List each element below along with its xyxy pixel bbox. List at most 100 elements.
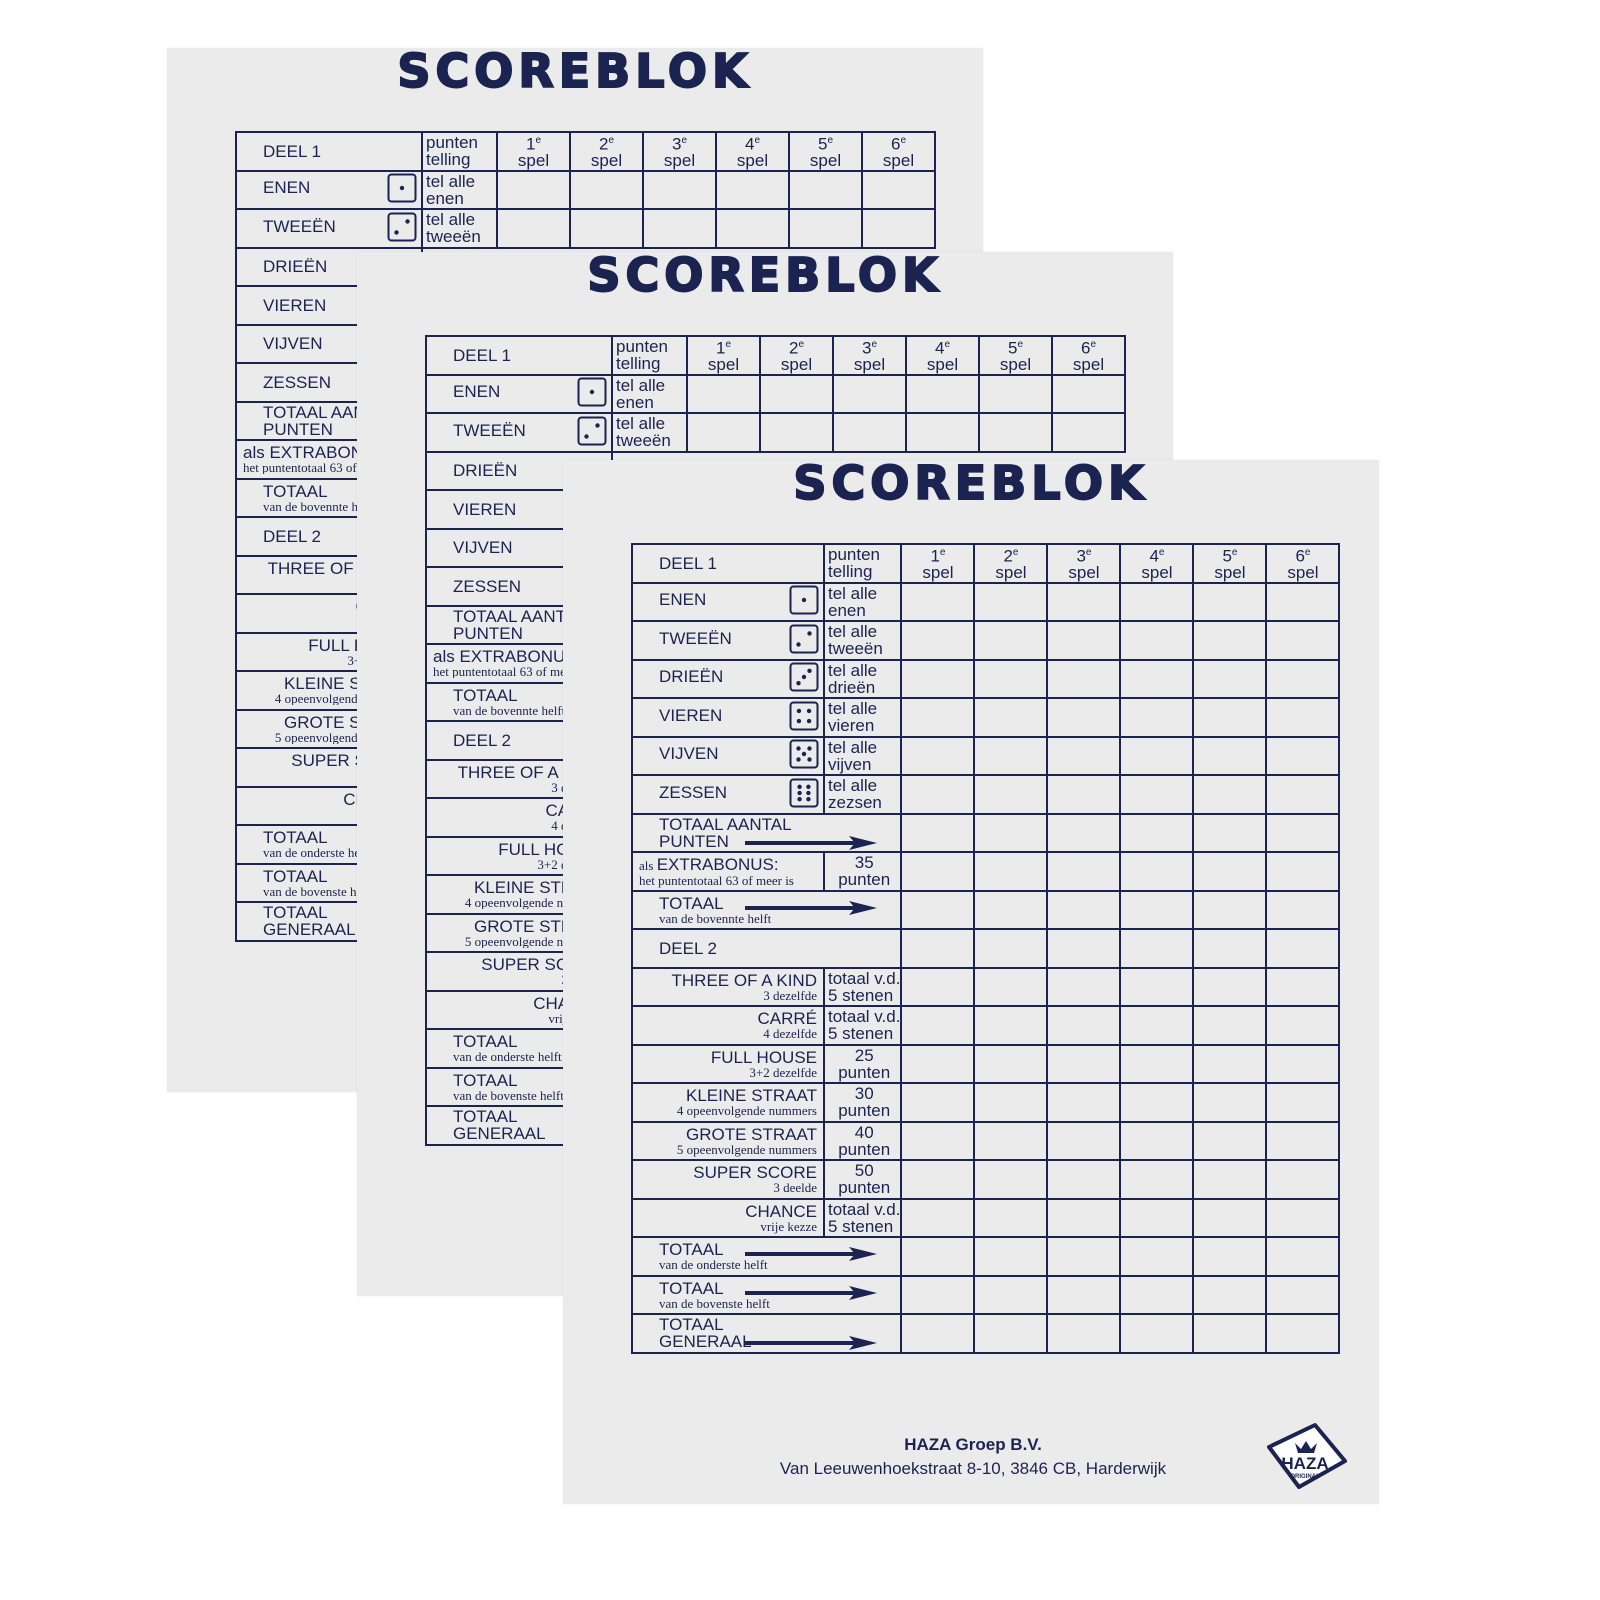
score-cell[interactable] — [973, 1274, 1049, 1315]
score-cell[interactable] — [973, 1082, 1049, 1123]
score-cell[interactable] — [1119, 1313, 1195, 1354]
score-cell[interactable] — [1192, 1197, 1268, 1238]
score-cell[interactable] — [900, 851, 976, 892]
score-cell[interactable] — [1192, 581, 1268, 622]
score-cell[interactable] — [1119, 1005, 1195, 1046]
score-cell[interactable] — [1192, 1274, 1268, 1315]
score-cell[interactable] — [1119, 1274, 1195, 1315]
score-cell[interactable] — [1046, 697, 1122, 738]
score-cell[interactable] — [900, 697, 976, 738]
score-cell[interactable] — [973, 1159, 1049, 1200]
score-cell[interactable] — [973, 774, 1049, 815]
score-cell[interactable] — [1119, 851, 1195, 892]
score-cell[interactable] — [1265, 735, 1341, 776]
score-cell[interactable] — [1119, 774, 1195, 815]
score-cell[interactable] — [1119, 966, 1195, 1007]
score-cell[interactable] — [900, 1005, 976, 1046]
score-cell[interactable] — [1046, 620, 1122, 661]
score-cell[interactable] — [1265, 774, 1341, 815]
score-cell[interactable] — [832, 373, 907, 414]
score-cell[interactable] — [900, 620, 976, 661]
score-cell[interactable] — [1265, 1082, 1341, 1123]
score-cell[interactable] — [759, 412, 834, 453]
score-cell[interactable] — [1265, 620, 1341, 661]
score-cell[interactable] — [1265, 1313, 1341, 1354]
score-cell[interactable] — [1192, 1005, 1268, 1046]
score-cell[interactable] — [1119, 1120, 1195, 1161]
score-cell[interactable] — [1265, 1236, 1341, 1277]
score-cell[interactable] — [1046, 1159, 1122, 1200]
score-cell[interactable] — [715, 208, 790, 249]
score-cell[interactable] — [900, 774, 976, 815]
score-cell[interactable] — [973, 658, 1049, 699]
score-cell[interactable] — [788, 208, 863, 249]
score-cell[interactable] — [973, 620, 1049, 661]
score-cell[interactable] — [1192, 1236, 1268, 1277]
score-cell[interactable] — [1265, 928, 1341, 969]
score-cell[interactable] — [973, 966, 1049, 1007]
score-cell[interactable] — [1119, 1043, 1195, 1084]
score-cell[interactable] — [1046, 1197, 1122, 1238]
score-cell[interactable] — [861, 169, 936, 210]
score-cell[interactable] — [900, 1043, 976, 1084]
score-cell[interactable] — [900, 928, 976, 969]
score-cell[interactable] — [900, 812, 976, 853]
score-cell[interactable] — [1046, 581, 1122, 622]
score-cell[interactable] — [1192, 735, 1268, 776]
score-cell[interactable] — [1046, 851, 1122, 892]
score-cell[interactable] — [978, 412, 1053, 453]
score-cell[interactable] — [1265, 1005, 1341, 1046]
score-cell[interactable] — [1265, 1159, 1341, 1200]
score-cell[interactable] — [900, 966, 976, 1007]
score-cell[interactable] — [973, 1043, 1049, 1084]
score-cell[interactable] — [1192, 1159, 1268, 1200]
score-cell[interactable] — [973, 735, 1049, 776]
score-cell[interactable] — [1265, 812, 1341, 853]
score-cell[interactable] — [1119, 1236, 1195, 1277]
score-cell[interactable] — [1192, 889, 1268, 930]
score-cell[interactable] — [569, 208, 644, 249]
score-cell[interactable] — [1119, 889, 1195, 930]
score-cell[interactable] — [900, 889, 976, 930]
score-cell[interactable] — [1119, 697, 1195, 738]
score-cell[interactable] — [1046, 1082, 1122, 1123]
score-cell[interactable] — [900, 1313, 976, 1354]
score-cell[interactable] — [1051, 412, 1126, 453]
score-cell[interactable] — [1265, 966, 1341, 1007]
score-cell[interactable] — [973, 889, 1049, 930]
score-cell[interactable] — [1046, 812, 1122, 853]
score-cell[interactable] — [642, 169, 717, 210]
score-cell[interactable] — [1192, 851, 1268, 892]
score-cell[interactable] — [1119, 581, 1195, 622]
score-cell[interactable] — [715, 169, 790, 210]
score-cell[interactable] — [900, 581, 976, 622]
score-cell[interactable] — [973, 851, 1049, 892]
score-cell[interactable] — [1046, 1005, 1122, 1046]
score-cell[interactable] — [1192, 928, 1268, 969]
score-cell[interactable] — [1046, 1043, 1122, 1084]
score-cell[interactable] — [1046, 1274, 1122, 1315]
score-cell[interactable] — [900, 1197, 976, 1238]
score-cell[interactable] — [1265, 1197, 1341, 1238]
score-cell[interactable] — [973, 1005, 1049, 1046]
score-cell[interactable] — [1265, 1274, 1341, 1315]
score-cell[interactable] — [900, 1159, 976, 1200]
score-cell[interactable] — [900, 658, 976, 699]
score-cell[interactable] — [1265, 658, 1341, 699]
score-cell[interactable] — [1265, 697, 1341, 738]
score-cell[interactable] — [900, 735, 976, 776]
score-cell[interactable] — [1119, 658, 1195, 699]
score-cell[interactable] — [1046, 658, 1122, 699]
score-cell[interactable] — [686, 373, 761, 414]
score-cell[interactable] — [1192, 1082, 1268, 1123]
score-cell[interactable] — [900, 1120, 976, 1161]
score-cell[interactable] — [905, 373, 980, 414]
score-cell[interactable] — [978, 373, 1053, 414]
score-cell[interactable] — [1119, 812, 1195, 853]
score-cell[interactable] — [973, 1197, 1049, 1238]
score-cell[interactable] — [1265, 889, 1341, 930]
score-cell[interactable] — [1046, 966, 1122, 1007]
score-cell[interactable] — [832, 412, 907, 453]
score-cell[interactable] — [973, 697, 1049, 738]
score-cell[interactable] — [900, 1236, 976, 1277]
